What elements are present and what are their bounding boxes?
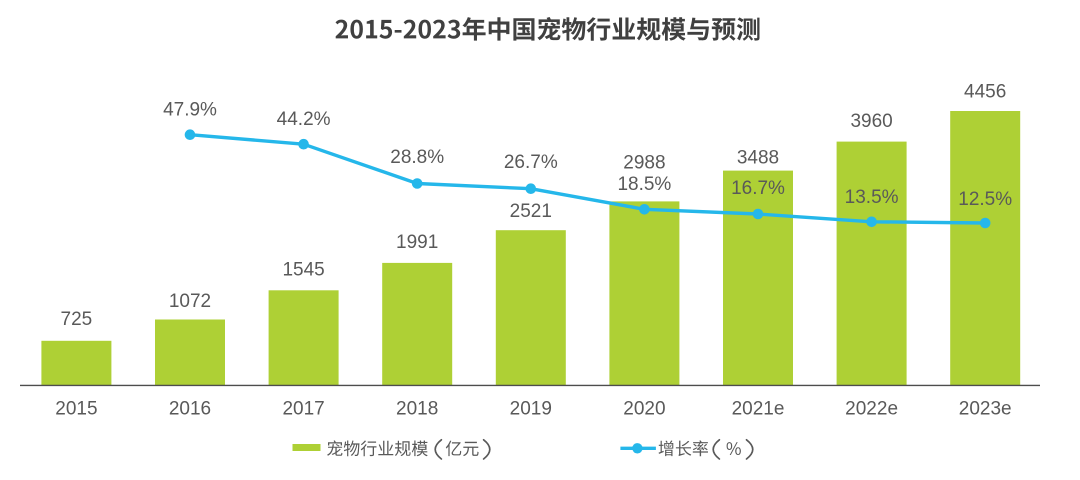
- svg-text:2988: 2988: [623, 152, 665, 173]
- svg-text:3488: 3488: [737, 148, 779, 169]
- svg-text:44.2%: 44.2%: [277, 109, 331, 130]
- svg-text:26.7%: 26.7%: [504, 152, 558, 173]
- svg-text:47.9%: 47.9%: [163, 99, 217, 120]
- svg-text:16.7%: 16.7%: [731, 178, 785, 199]
- svg-text:2021e: 2021e: [732, 399, 785, 420]
- svg-text:2020: 2020: [623, 399, 665, 420]
- svg-text:2015: 2015: [55, 399, 97, 420]
- svg-text:2019: 2019: [510, 399, 552, 420]
- svg-text:3960: 3960: [850, 111, 892, 132]
- svg-text:28.8%: 28.8%: [390, 147, 444, 168]
- svg-text:2016: 2016: [169, 399, 211, 420]
- svg-text:2023e: 2023e: [959, 399, 1012, 420]
- svg-text:4456: 4456: [964, 82, 1006, 103]
- svg-text:18.5%: 18.5%: [617, 174, 671, 195]
- svg-text:2022e: 2022e: [845, 399, 898, 420]
- svg-text:13.5%: 13.5%: [845, 187, 899, 208]
- svg-text:12.5%: 12.5%: [958, 189, 1012, 210]
- svg-text:1072: 1072: [169, 291, 211, 312]
- svg-text:2521: 2521: [510, 201, 552, 222]
- svg-text:1991: 1991: [396, 232, 438, 253]
- svg-text:725: 725: [61, 309, 93, 330]
- svg-text:2017: 2017: [282, 399, 324, 420]
- svg-text:2018: 2018: [396, 399, 438, 420]
- svg-text:1545: 1545: [282, 259, 324, 280]
